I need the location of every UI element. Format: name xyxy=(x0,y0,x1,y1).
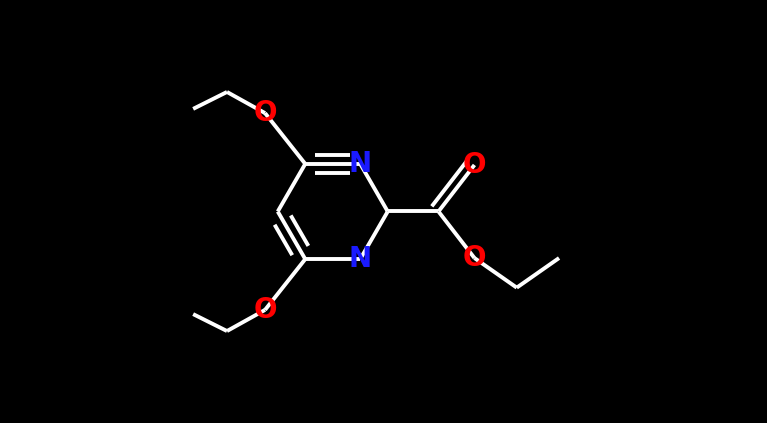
Text: O: O xyxy=(253,296,277,324)
Text: O: O xyxy=(463,244,486,272)
Text: N: N xyxy=(349,245,372,273)
Text: O: O xyxy=(463,151,486,179)
Text: O: O xyxy=(253,99,277,127)
Text: N: N xyxy=(349,150,372,178)
